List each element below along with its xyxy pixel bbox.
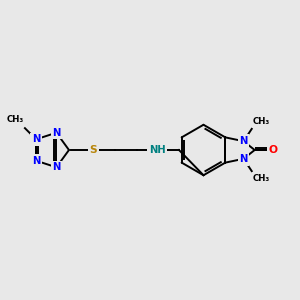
Text: N: N: [32, 134, 40, 144]
Text: CH₃: CH₃: [253, 174, 270, 183]
Text: CH₃: CH₃: [253, 117, 270, 126]
Text: N: N: [239, 154, 248, 164]
Text: N: N: [32, 156, 40, 166]
Text: S: S: [89, 145, 97, 155]
Text: O: O: [268, 145, 278, 155]
Text: N: N: [52, 128, 61, 138]
Text: N: N: [52, 162, 61, 172]
Text: NH: NH: [149, 145, 165, 155]
Text: N: N: [239, 136, 248, 146]
Text: CH₃: CH₃: [6, 115, 23, 124]
